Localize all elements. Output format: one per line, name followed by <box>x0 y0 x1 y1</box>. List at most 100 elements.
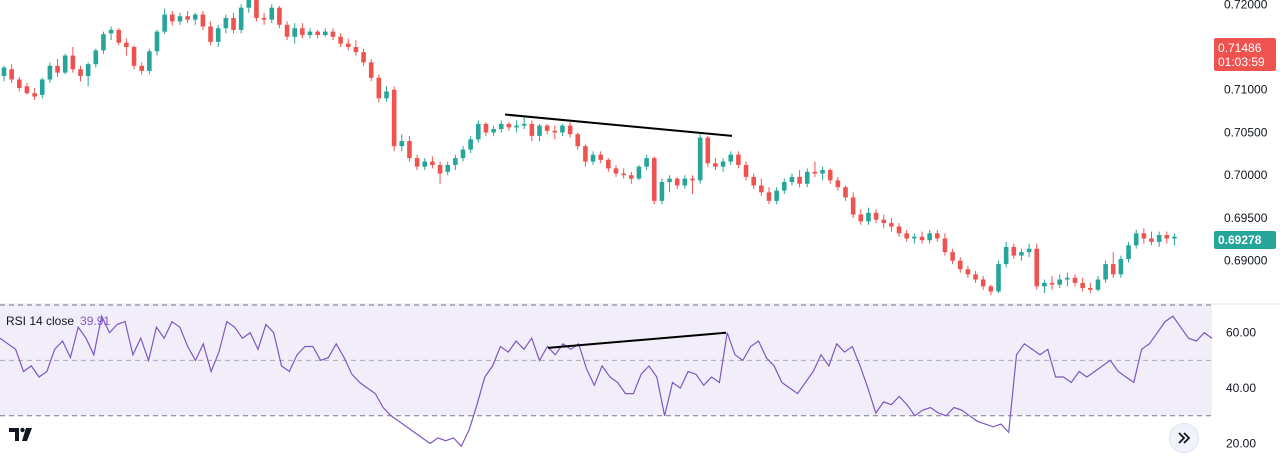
candle[interactable] <box>39 77 45 99</box>
candle[interactable] <box>162 8 167 35</box>
candle[interactable] <box>935 229 940 242</box>
candle[interactable] <box>384 86 389 102</box>
candle[interactable] <box>651 156 657 205</box>
candle[interactable] <box>567 122 573 138</box>
candle[interactable] <box>323 28 328 37</box>
candle[interactable] <box>965 265 971 278</box>
candle[interactable] <box>1019 248 1024 261</box>
candle[interactable] <box>1042 279 1047 294</box>
candle[interactable] <box>468 135 473 153</box>
candle[interactable] <box>889 217 894 232</box>
candle[interactable] <box>338 33 343 48</box>
candle[interactable] <box>1164 231 1170 244</box>
candle[interactable] <box>9 64 14 83</box>
candle[interactable] <box>904 229 909 242</box>
candle[interactable] <box>261 12 267 25</box>
candle[interactable] <box>583 144 588 167</box>
candle[interactable] <box>820 166 825 181</box>
candle[interactable] <box>361 48 366 66</box>
candle[interactable] <box>85 62 91 87</box>
scroll-to-realtime-button[interactable] <box>1169 423 1199 453</box>
candle[interactable] <box>988 284 994 295</box>
candle[interactable] <box>70 47 76 73</box>
candle[interactable] <box>32 88 37 100</box>
candle[interactable] <box>996 260 1001 294</box>
candle[interactable] <box>973 270 978 283</box>
candle[interactable] <box>353 40 359 56</box>
candle[interactable] <box>1103 260 1108 283</box>
rsi-trendline[interactable] <box>547 331 727 349</box>
candle[interactable] <box>177 12 183 25</box>
candle[interactable] <box>1110 252 1116 278</box>
candle[interactable] <box>644 154 649 171</box>
candle[interactable] <box>200 11 206 30</box>
candle[interactable] <box>238 4 244 34</box>
candle[interactable] <box>231 12 236 34</box>
candle[interactable] <box>1172 233 1177 246</box>
candle[interactable] <box>108 26 114 41</box>
candle[interactable] <box>759 178 764 196</box>
candle[interactable] <box>713 158 718 171</box>
candle[interactable] <box>93 48 99 68</box>
candle[interactable] <box>743 161 749 181</box>
candle[interactable] <box>116 28 122 46</box>
candle[interactable] <box>55 58 60 77</box>
candle[interactable] <box>980 276 986 290</box>
candle[interactable] <box>17 76 22 92</box>
candle[interactable] <box>407 135 412 162</box>
candle[interactable] <box>1065 272 1070 287</box>
candle[interactable] <box>812 161 818 177</box>
candle[interactable] <box>659 178 665 205</box>
candle[interactable] <box>1 65 7 82</box>
candle[interactable] <box>1095 276 1101 292</box>
candle[interactable] <box>460 146 466 162</box>
candle[interactable] <box>789 173 795 186</box>
candle[interactable] <box>782 178 787 195</box>
candle[interactable] <box>552 125 558 140</box>
candle[interactable] <box>284 21 290 41</box>
candle[interactable] <box>498 120 504 133</box>
candle[interactable] <box>912 233 917 244</box>
candle[interactable] <box>881 214 887 229</box>
candle[interactable] <box>292 23 297 44</box>
candle[interactable] <box>269 4 275 24</box>
candle[interactable] <box>629 171 634 184</box>
candle[interactable] <box>598 151 603 164</box>
candle[interactable] <box>896 223 902 237</box>
candle[interactable] <box>843 185 848 201</box>
candle[interactable] <box>215 24 221 48</box>
candle[interactable] <box>858 209 864 225</box>
candle[interactable] <box>368 58 374 82</box>
candle[interactable] <box>345 38 351 51</box>
price-trendline[interactable] <box>504 113 733 137</box>
candle[interactable] <box>774 187 779 205</box>
candle[interactable] <box>414 154 420 171</box>
candle[interactable] <box>170 11 175 26</box>
candle[interactable] <box>453 154 458 171</box>
candle[interactable] <box>1003 241 1009 268</box>
candle[interactable] <box>1057 274 1062 289</box>
candle[interactable] <box>690 175 695 195</box>
candle[interactable] <box>1133 229 1139 249</box>
candle[interactable] <box>529 120 535 142</box>
candle[interactable] <box>246 0 252 13</box>
candle[interactable] <box>1049 276 1055 290</box>
candle[interactable] <box>1141 228 1147 244</box>
candle[interactable] <box>192 12 198 25</box>
candle[interactable] <box>950 248 955 265</box>
candle[interactable] <box>1026 243 1032 258</box>
candle[interactable] <box>797 170 802 188</box>
candle[interactable] <box>1156 231 1162 248</box>
candle[interactable] <box>445 161 450 176</box>
candle[interactable] <box>728 151 734 165</box>
candle[interactable] <box>804 168 810 188</box>
candle[interactable] <box>720 158 726 172</box>
candle[interactable] <box>330 28 336 41</box>
rsi-legend[interactable]: RSI 14 close 39.91 <box>6 314 110 328</box>
candle[interactable] <box>682 175 688 189</box>
candle[interactable] <box>636 164 642 181</box>
candle[interactable] <box>575 132 581 150</box>
candle[interactable] <box>208 21 213 46</box>
tradingview-logo-icon[interactable] <box>8 425 34 443</box>
candle[interactable] <box>430 156 435 169</box>
